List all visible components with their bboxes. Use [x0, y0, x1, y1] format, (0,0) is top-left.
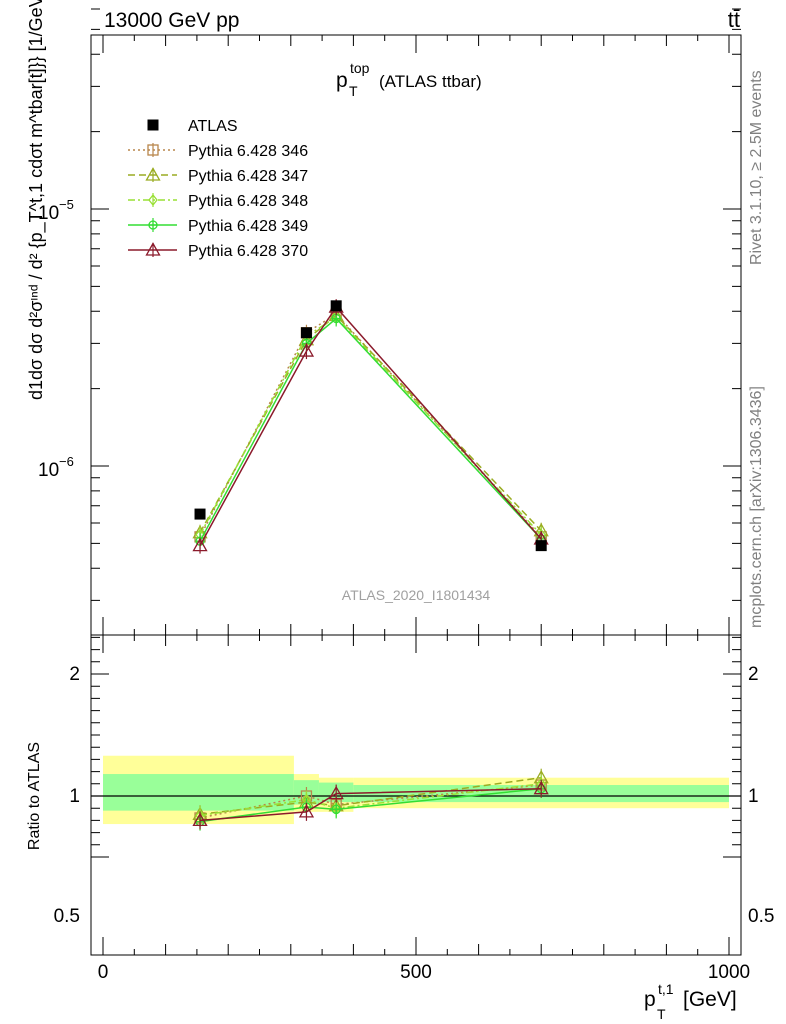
xlabel-p: p	[644, 988, 656, 1011]
series-point-0-3	[535, 540, 547, 552]
ratio-series-4	[192, 779, 549, 830]
band-green-0	[103, 774, 294, 811]
legend-label-2: Pythia 6.428 347	[188, 168, 308, 185]
legend-item-5: Pythia 6.428 370	[128, 242, 308, 260]
series-point-5-0	[192, 537, 208, 552]
legend-label-4: Pythia 6.428 349	[188, 218, 308, 235]
ratio-frame	[90, 634, 742, 956]
main-y-axis-label: d1dσ dσ d²σᶦⁿᵈ / d² {p_T^t,1 cdσt m^tbar…	[26, 0, 47, 400]
xlabel-sup: t,1	[658, 981, 674, 997]
legend-item-1: Pythia 6.428 346	[128, 143, 308, 160]
legend-label-1: Pythia 6.428 346	[188, 143, 308, 160]
process-label: tt̄	[728, 7, 740, 32]
ratio-ytick-label-2: 2	[69, 664, 80, 685]
legend-item-0: ATLAS	[147, 118, 238, 135]
series-0	[194, 300, 547, 552]
title-sub: T	[349, 83, 358, 99]
legend-item-3: Pythia 6.428 348	[128, 193, 308, 210]
series-line-2	[199, 314, 542, 534]
legend: ATLAS Pythia 6.428 346 Pythia 6.428 347 Pyt…	[128, 118, 308, 260]
main-y-tick-labels: 10 −6 10 −5	[38, 197, 74, 481]
ratio-y-tick-labels-left: 0.5 1 2	[54, 664, 80, 927]
series-point-4-2-cross	[332, 314, 341, 323]
xtick-label-1000: 1000	[708, 962, 750, 983]
watermark: ATLAS_2020_I1801434	[342, 587, 491, 603]
ratio-point-4-3	[533, 780, 549, 795]
legend-marker-2	[145, 167, 161, 181]
main-panel: ATLAS_2020_I1801434 p top T (ATLAS ttbar…	[26, 0, 742, 636]
ratio-ytick-label-right-0.5: 0.5	[748, 906, 774, 927]
series-3	[195, 308, 547, 543]
legend-item-2: Pythia 6.428 347	[128, 167, 308, 185]
xlabel-sub: T	[657, 1006, 666, 1022]
ratio-y-tick-labels-right: 0.5 1 2	[748, 664, 774, 927]
legend-marker-4-cross	[149, 221, 157, 229]
ratio-series-line-3	[199, 787, 542, 823]
ratio-point-4-1	[298, 804, 315, 818]
ratio-ytick-label-1: 1	[69, 786, 80, 807]
xlabel-rest: [GeV]	[683, 988, 737, 1011]
series-point-0-2	[330, 300, 342, 312]
ratio-point-4-2	[328, 785, 344, 800]
ratio-tick-marks	[91, 635, 741, 955]
ratio-y-axis-label: Ratio to ATLAS	[26, 742, 43, 850]
xtick-label-500: 500	[400, 962, 432, 983]
main-series	[192, 299, 549, 554]
ratio-panel: Ratio to ATLAS 0.5 1 2 0.5 1 2 0 500 100…	[26, 634, 774, 1022]
legend-label-0: ATLAS	[188, 118, 238, 135]
legend-marker-0	[147, 119, 159, 131]
x-tick-labels: 0 500 1000	[98, 962, 750, 983]
ratio-ytick-label-0.5: 0.5	[54, 906, 80, 927]
ytick-label-1e-6-exp: −6	[59, 454, 74, 469]
legend-label-3: Pythia 6.428 348	[188, 193, 308, 210]
ratio-ytick-label-right-2: 2	[748, 664, 759, 685]
series-point-5-1	[298, 343, 315, 357]
ratio-ytick-label-right-1: 1	[748, 786, 759, 807]
energy-label: 13000 GeV pp	[104, 9, 239, 32]
ratio-series-line-2	[199, 783, 542, 817]
series-line-5	[199, 305, 542, 546]
legend-marker-3	[148, 193, 158, 207]
ratio-series	[192, 768, 549, 831]
title-p: p	[336, 69, 348, 92]
legend-marker-1	[147, 144, 159, 156]
title-rest: (ATLAS ttbar)	[379, 72, 482, 91]
rivet-label: Rivet 3.1.10, ≥ 2.5M events	[748, 70, 765, 265]
main-axis-ticks	[91, 8, 741, 635]
ratio-point-3-2-cross	[332, 805, 341, 814]
legend-item-4: Pythia 6.428 349	[128, 218, 308, 235]
title-sup: top	[350, 60, 370, 76]
ratio-axis-ticks	[91, 635, 741, 955]
ytick-label-1e-5-base: 10	[38, 203, 59, 224]
series-point-0-1	[300, 327, 312, 339]
ratio-point-4-0	[192, 812, 208, 827]
ytick-label-1e-6-base: 10	[38, 460, 59, 481]
series-line-4	[199, 317, 542, 542]
xtick-label-0: 0	[98, 962, 109, 983]
series-5	[192, 299, 549, 554]
series-2	[192, 307, 549, 541]
series-line-1	[199, 313, 542, 538]
series-point-0-0	[194, 508, 206, 520]
x-axis-label: p t,1 T [GeV]	[644, 981, 737, 1022]
series-1	[194, 306, 547, 545]
ratio-series-line-4	[199, 787, 542, 822]
mcplots-label: mcplots.cern.ch [arXiv:1306.3436]	[748, 386, 765, 628]
series-line-3	[199, 316, 542, 536]
main-tick-marks	[91, 8, 741, 635]
legend-label-5: Pythia 6.428 370	[188, 243, 308, 260]
legend-marker-5	[145, 242, 161, 256]
plot-title: p top T (ATLAS ttbar)	[336, 60, 482, 99]
ytick-label-1e-5-exp: −5	[59, 197, 74, 212]
